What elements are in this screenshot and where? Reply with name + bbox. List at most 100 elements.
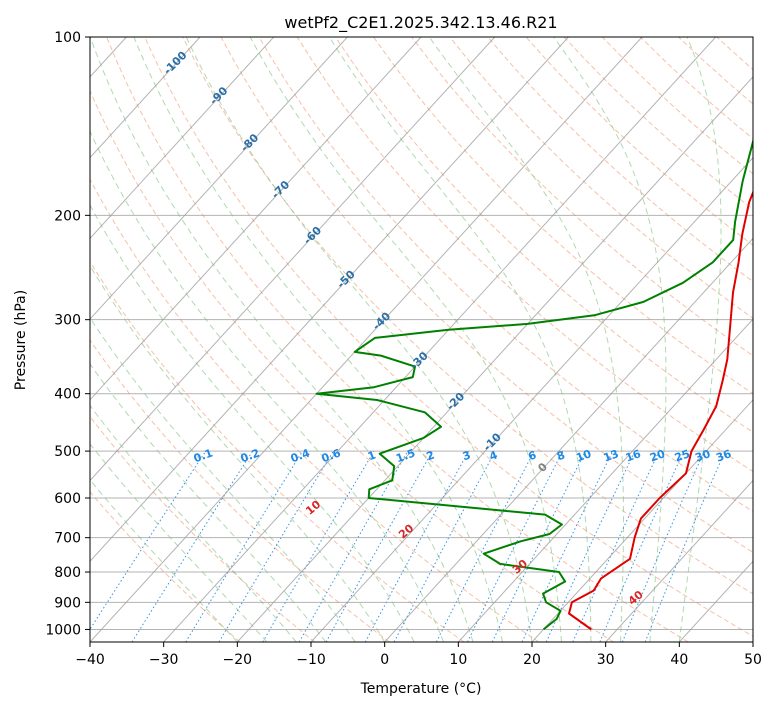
isotherm-line bbox=[605, 479, 753, 642]
isotherm-line bbox=[90, 37, 348, 320]
x-tick-label: 10 bbox=[449, 652, 467, 668]
isotherm-line bbox=[90, 37, 275, 240]
isotherm-line bbox=[236, 76, 753, 642]
temperature-profile-line bbox=[568, 189, 753, 631]
dry-adiabat-line bbox=[258, 37, 753, 513]
dry-adiabat-line bbox=[90, 89, 614, 642]
mixing-ratio-label: 25 bbox=[673, 447, 692, 464]
x-tick-label: −20 bbox=[223, 652, 253, 668]
x-tick-label: 20 bbox=[523, 652, 541, 668]
dry-adiabat-line bbox=[106, 37, 689, 642]
y-tick-label: 800 bbox=[54, 565, 81, 581]
dry-adiabat-line bbox=[411, 37, 753, 357]
mixing-ratio-label: 0.1 bbox=[192, 446, 215, 465]
mixing-ratio-line bbox=[325, 450, 433, 642]
mixing-ratio-label: 0.4 bbox=[289, 446, 312, 465]
isotherm-line bbox=[384, 237, 753, 642]
moist-adiabat-line bbox=[90, 404, 297, 642]
x-tick-label: −10 bbox=[296, 652, 326, 668]
chart-title: wetPf2_C2E1.2025.342.13.46.R21 bbox=[284, 13, 557, 33]
mixing-ratio-line bbox=[572, 450, 660, 642]
isotherm-line bbox=[90, 37, 422, 401]
mixing-ratio-label: 13 bbox=[602, 447, 621, 464]
mixing-ratio-label: 1 bbox=[366, 448, 378, 463]
x-tick-label: 30 bbox=[597, 652, 615, 668]
x-tick-label: −40 bbox=[75, 652, 105, 668]
moist-adiabat-line bbox=[90, 37, 474, 642]
moist-adiabat-line bbox=[428, 37, 624, 642]
mixing-ratio-line bbox=[90, 450, 207, 631]
moist-adiabat-line bbox=[90, 363, 327, 642]
y-tick-label: 200 bbox=[54, 208, 81, 224]
x-tick-label: 40 bbox=[670, 652, 688, 668]
mixing-ratio-label: 20 bbox=[648, 447, 667, 465]
y-axis: 1000 900 800 700 600 500 400 300 200 100 bbox=[45, 30, 90, 638]
isotherm-line bbox=[457, 318, 753, 642]
mixing-ratio-line bbox=[185, 450, 304, 642]
y-axis-title: Pressure (hPa) bbox=[13, 290, 29, 390]
dry-adiabat-line bbox=[296, 37, 753, 473]
plot-area: -100-90-80-70-60-50-40-30-20-10010203040… bbox=[90, 37, 753, 642]
sounding-profiles bbox=[315, 137, 753, 631]
mixing-ratio-line bbox=[393, 450, 496, 642]
dry-adiabat-line bbox=[334, 37, 753, 433]
isotherm-line bbox=[90, 37, 496, 482]
y-tick-label: 300 bbox=[54, 313, 81, 329]
isotherm-line bbox=[531, 399, 753, 642]
moist-adiabat-line bbox=[185, 37, 533, 642]
moist-adiabat-line bbox=[90, 130, 445, 642]
moist-adiabat-line bbox=[90, 264, 386, 642]
isotherm-line bbox=[90, 37, 643, 642]
mixing-ratio-line bbox=[131, 450, 254, 642]
moist-adiabat-line bbox=[249, 37, 562, 642]
dry-adiabat-line bbox=[90, 415, 316, 642]
mixing-ratio-line bbox=[364, 450, 470, 642]
dry-adiabat-line bbox=[90, 178, 540, 642]
y-tick-label: 700 bbox=[54, 531, 81, 547]
mixing-ratio-label: 3 bbox=[461, 448, 473, 463]
moist-adiabat-line bbox=[133, 37, 503, 642]
y-tick-label: 100 bbox=[54, 30, 81, 46]
x-tick-label: 50 bbox=[744, 652, 762, 668]
x-axis: −40 −30 −20 −10 0 10 20 30 40 50 bbox=[75, 642, 762, 668]
dry-adiabat-line bbox=[90, 260, 465, 642]
mixing-ratio-label: 1.5 bbox=[394, 446, 417, 465]
y-tick-label: 1000 bbox=[45, 622, 81, 638]
mixing-ratio-line bbox=[621, 450, 705, 642]
isotherm-line bbox=[310, 156, 753, 642]
mixing-ratio-label: 4 bbox=[488, 448, 500, 463]
x-tick-label: 0 bbox=[380, 652, 389, 668]
mixing-ratio-label: 36 bbox=[714, 447, 733, 465]
dry-adiabat-line bbox=[449, 37, 753, 319]
mixing-ratio-label: 0.2 bbox=[239, 446, 262, 465]
mixing-ratio-line bbox=[467, 450, 564, 642]
moist-adiabat-line bbox=[90, 204, 415, 642]
y-tick-label: 500 bbox=[54, 444, 81, 460]
mixing-ratio-label: 8 bbox=[555, 448, 567, 463]
dry-adiabat-line bbox=[220, 37, 753, 553]
isotherm-line bbox=[163, 37, 717, 642]
mixing-ratio-label: 0.6 bbox=[320, 446, 343, 465]
isotherm-line bbox=[90, 37, 201, 159]
mixing-ratio-label: 16 bbox=[624, 447, 643, 465]
moist-adiabat-line bbox=[90, 317, 356, 642]
y-tick-label: 900 bbox=[54, 595, 81, 611]
y-tick-label: 600 bbox=[54, 491, 81, 507]
y-tick-label: 400 bbox=[54, 387, 81, 403]
moist-adiabat-line bbox=[553, 37, 667, 642]
x-tick-label: −30 bbox=[149, 652, 179, 668]
mixing-ratio-label: 6 bbox=[526, 448, 538, 463]
plot-frame bbox=[89, 36, 754, 643]
mixing-ratio-label: 10 bbox=[574, 447, 593, 465]
mixing-ratio-label: 2 bbox=[425, 448, 437, 463]
dry-adiabat-line bbox=[90, 339, 390, 642]
isotherm-line bbox=[90, 37, 569, 563]
moist-adiabats bbox=[90, 37, 722, 642]
dewpoint-profile-line bbox=[315, 137, 753, 631]
dry-adiabats bbox=[90, 37, 753, 642]
x-axis-title: Temperature (°C) bbox=[360, 681, 482, 697]
moist-adiabat-line bbox=[328, 37, 592, 642]
mixing-ratio-label: 30 bbox=[693, 447, 712, 465]
